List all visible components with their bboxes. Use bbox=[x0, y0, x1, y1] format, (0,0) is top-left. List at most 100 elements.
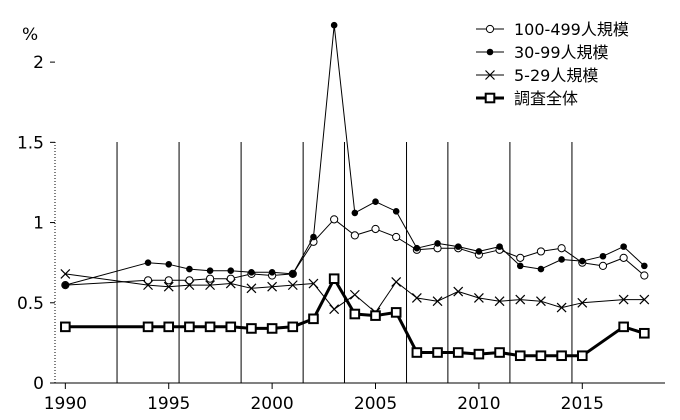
x-tick-label: 2005 bbox=[354, 394, 397, 414]
x-tick-label: 2010 bbox=[457, 394, 500, 414]
data-point bbox=[246, 323, 257, 334]
axes: 0 0.5 1 1.5 2% 1990 1995 2000 2005 2010 2015 bbox=[17, 25, 665, 414]
data-point bbox=[514, 350, 526, 362]
data-point bbox=[475, 248, 483, 255]
data-point bbox=[225, 321, 237, 333]
series-line-5-29 bbox=[65, 273, 645, 313]
data-point bbox=[330, 21, 338, 29]
data-series bbox=[60, 21, 650, 362]
y-tick-label: 0 bbox=[33, 374, 44, 394]
legend-item: 30-99人規模 bbox=[476, 43, 609, 62]
data-point bbox=[536, 296, 546, 307]
data-point bbox=[351, 209, 359, 217]
data-point bbox=[308, 278, 319, 289]
data-point bbox=[434, 240, 441, 247]
data-point bbox=[411, 293, 422, 303]
data-point bbox=[329, 304, 340, 315]
data-point bbox=[641, 262, 648, 270]
data-point bbox=[287, 321, 299, 333]
data-point bbox=[185, 276, 194, 285]
series-series-3 bbox=[60, 273, 650, 362]
y-tick-label: 1.5 bbox=[17, 133, 44, 153]
data-point bbox=[494, 296, 505, 307]
data-point bbox=[330, 215, 339, 224]
x-tick-label: 1995 bbox=[147, 394, 190, 414]
data-point bbox=[246, 283, 257, 294]
data-point bbox=[496, 243, 503, 250]
data-point bbox=[620, 243, 627, 250]
data-point bbox=[535, 350, 547, 362]
data-point bbox=[371, 224, 380, 234]
legend-label: 100-499人規模 bbox=[514, 20, 629, 39]
data-point bbox=[268, 268, 276, 276]
data-point bbox=[225, 278, 236, 289]
data-point bbox=[144, 259, 152, 266]
data-point bbox=[578, 257, 586, 265]
data-point bbox=[349, 289, 360, 300]
y-tick-label: 0.5 bbox=[17, 294, 44, 314]
data-point bbox=[227, 267, 235, 274]
data-point bbox=[619, 253, 628, 262]
data-point bbox=[432, 296, 443, 307]
series-line-100-499 bbox=[65, 218, 645, 286]
x-tick-label: 2000 bbox=[250, 394, 293, 414]
data-point bbox=[454, 243, 462, 250]
vertical-gridlines bbox=[116, 142, 573, 383]
data-point bbox=[473, 293, 484, 303]
legend-item: 調査全体 bbox=[476, 89, 578, 108]
y-tick-label: 2 bbox=[33, 53, 44, 73]
data-point bbox=[163, 281, 174, 292]
data-point bbox=[267, 281, 278, 292]
data-point bbox=[598, 261, 608, 270]
y-tick-label: 1 bbox=[33, 214, 44, 234]
data-point bbox=[411, 347, 423, 358]
data-point bbox=[494, 347, 505, 358]
data-point bbox=[576, 350, 588, 362]
data-point bbox=[452, 347, 464, 358]
series-100-499 bbox=[61, 215, 649, 290]
data-point bbox=[226, 274, 235, 283]
data-point bbox=[413, 244, 421, 252]
data-point bbox=[536, 247, 546, 256]
data-point bbox=[515, 294, 526, 305]
data-point bbox=[370, 310, 381, 321]
data-point bbox=[537, 265, 545, 273]
data-point bbox=[310, 233, 317, 241]
data-point bbox=[639, 294, 650, 305]
legend-label: 5-29人規模 bbox=[514, 66, 598, 85]
data-point bbox=[391, 276, 402, 287]
data-point bbox=[618, 321, 629, 333]
data-point bbox=[204, 321, 216, 333]
data-point bbox=[639, 327, 650, 339]
series-30-99 bbox=[62, 21, 648, 289]
data-point bbox=[142, 321, 154, 333]
data-point bbox=[599, 252, 607, 260]
legend-item: 5-29人規模 bbox=[476, 66, 598, 85]
data-point bbox=[308, 313, 319, 325]
x-tick-label: 2015 bbox=[561, 394, 604, 414]
legend-marker bbox=[485, 70, 495, 80]
data-point bbox=[248, 268, 255, 276]
data-point bbox=[328, 273, 340, 285]
data-point bbox=[205, 280, 216, 291]
data-point bbox=[60, 321, 71, 333]
data-point bbox=[516, 253, 525, 262]
data-point bbox=[163, 321, 175, 333]
legend-marker bbox=[485, 24, 495, 34]
data-point bbox=[184, 280, 195, 291]
data-point bbox=[392, 232, 401, 242]
legend-item: 100-499人規模 bbox=[476, 20, 629, 39]
data-point bbox=[557, 244, 566, 253]
data-point bbox=[556, 302, 567, 313]
data-point bbox=[62, 281, 69, 289]
data-point bbox=[556, 350, 567, 362]
legend-label: 調査全体 bbox=[514, 89, 578, 108]
data-point bbox=[640, 271, 649, 280]
series-line-30-99 bbox=[65, 24, 645, 286]
data-point bbox=[184, 321, 195, 333]
data-point bbox=[558, 256, 565, 263]
data-point bbox=[473, 348, 485, 360]
legend-marker bbox=[486, 48, 494, 56]
data-point bbox=[289, 270, 297, 278]
